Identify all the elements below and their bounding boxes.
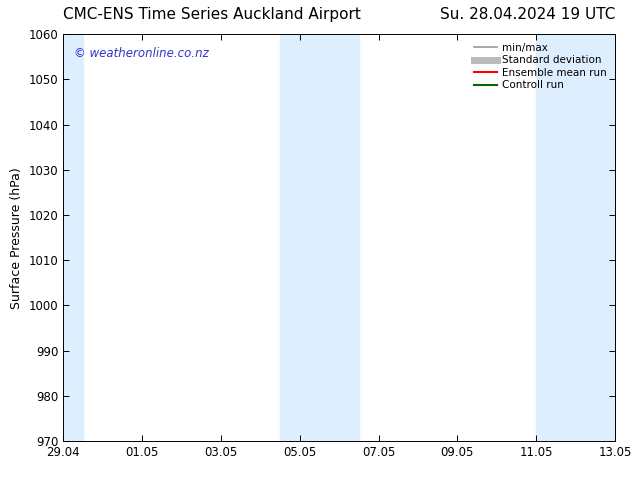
Bar — [61, 34, 83, 441]
Y-axis label: Surface Pressure (hPa): Surface Pressure (hPa) — [10, 167, 23, 309]
Bar — [280, 34, 359, 441]
Legend: min/max, Standard deviation, Ensemble mean run, Controll run: min/max, Standard deviation, Ensemble me… — [470, 40, 610, 94]
Bar — [536, 34, 617, 441]
Text: Su. 28.04.2024 19 UTC: Su. 28.04.2024 19 UTC — [439, 7, 615, 22]
Text: CMC-ENS Time Series Auckland Airport: CMC-ENS Time Series Auckland Airport — [63, 7, 361, 22]
Title: CMC-ENS Time Series Auckland Airport        Su. 28.04.2024 19 UTC: CMC-ENS Time Series Auckland Airport Su.… — [0, 489, 1, 490]
Text: © weatheronline.co.nz: © weatheronline.co.nz — [74, 47, 209, 59]
